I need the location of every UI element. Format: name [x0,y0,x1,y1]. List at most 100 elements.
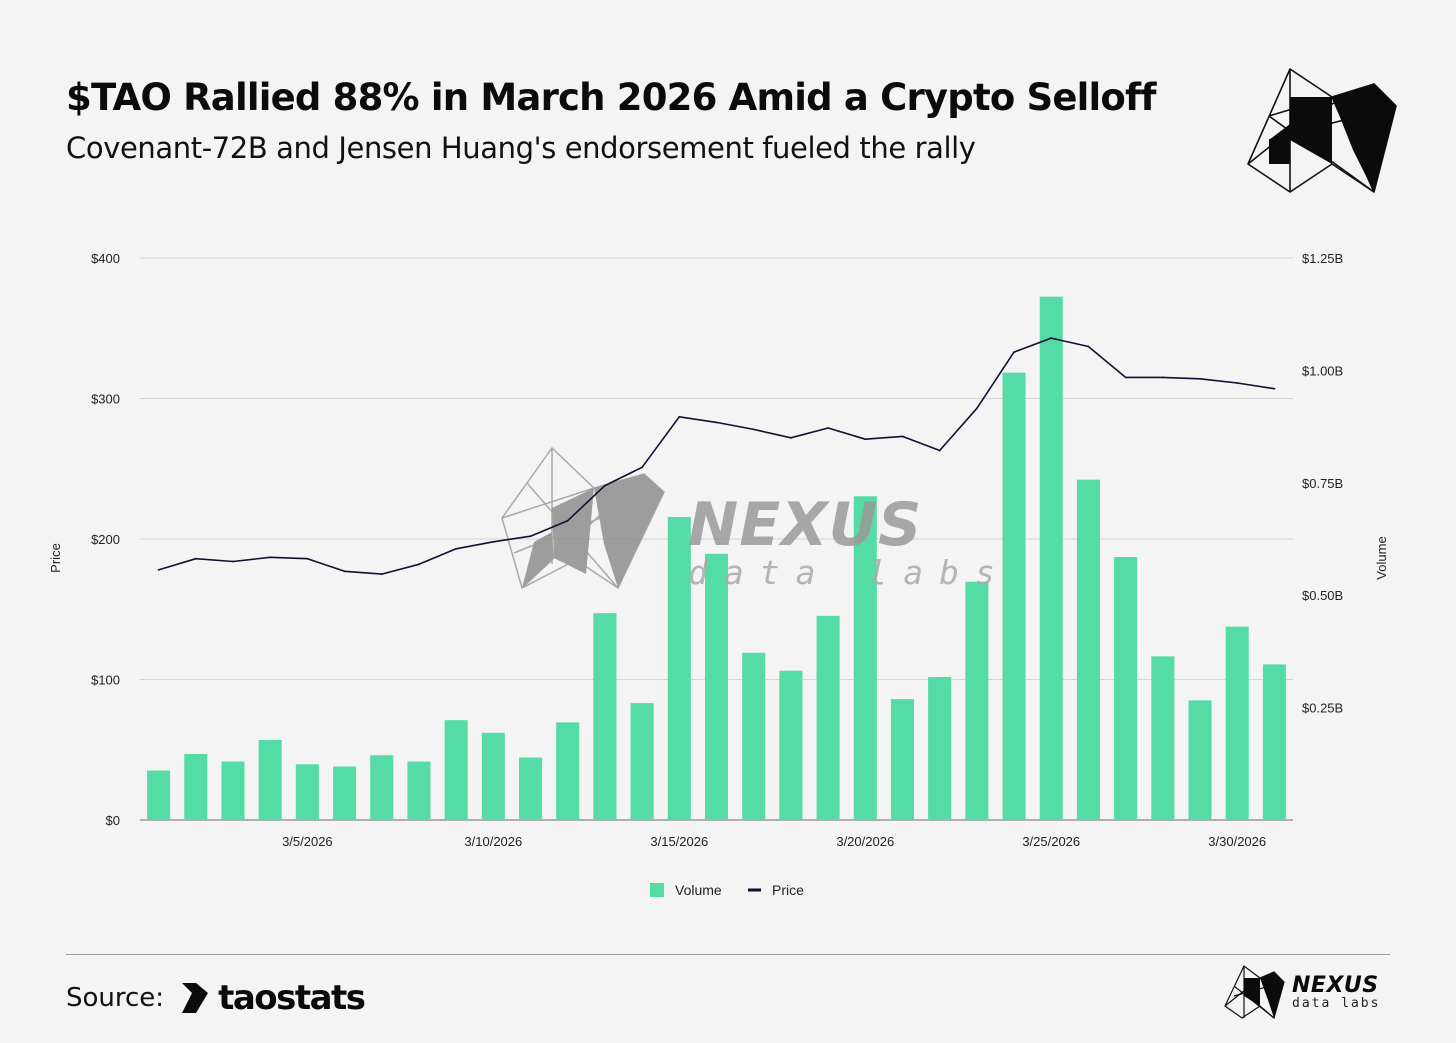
price-point [1013,351,1015,354]
volume-bar [593,613,617,820]
volume-bar [1002,372,1026,820]
price-point [1161,376,1164,379]
y-left-tick-label: $200 [91,532,120,547]
nexus-small-logo-icon [1224,965,1285,1020]
volume-bar [1039,296,1063,820]
volume-bar [1151,656,1175,820]
y-left-axis-label: Price [48,543,63,573]
footer-brand-name: NEXUS [1292,972,1379,998]
nexus-logo-icon [1247,68,1397,193]
price-point [1273,387,1276,390]
x-tick-label: 3/30/2026 [1208,834,1266,849]
price-point [418,563,420,566]
price-point [566,519,569,522]
price-point [529,535,532,538]
legend-volume-label: Volume [675,882,722,898]
y-left-tick-label: $300 [91,392,120,407]
x-tick-label: 3/10/2026 [464,834,522,849]
volume-bar [816,615,840,820]
chart-legend: Volume Price [650,882,804,898]
legend-volume-swatch [650,883,664,897]
volume-bar [928,677,952,820]
price-point [343,570,346,573]
price-point [194,557,197,560]
volume-bar [667,516,691,820]
y-right-tick-label: $1.25B [1302,251,1343,266]
price-point [975,407,978,410]
price-point [864,438,867,441]
volume-bar [1114,556,1138,820]
price-point [269,556,272,559]
price-point [232,560,234,563]
price-point [306,557,309,560]
y-right-tick-label: $0.25B [1302,701,1343,716]
x-tick-label: 3/15/2026 [650,834,708,849]
legend-price-label: Price [772,882,804,898]
volume-bar [704,553,729,820]
volume-bar [890,699,914,820]
y-right-tick-label: $0.50B [1302,588,1343,603]
price-point [752,428,755,431]
x-tick-label: 3/20/2026 [836,834,894,849]
volume-bar [742,652,766,820]
footer-brand: NEXUS data labs [1222,964,1380,1020]
price-point [1199,377,1201,380]
price-point [827,427,829,429]
volume-bar [184,753,208,820]
watermark-tagline: data labs [688,553,1011,592]
volume-bar [481,732,505,820]
price-point [789,436,792,439]
price-point [938,449,941,452]
price-point [157,569,160,571]
y-left-tick-label: $0 [106,813,120,828]
y-left-tick-label: $400 [91,251,120,266]
source-attribution: Source: taostats [66,978,366,1018]
volume-bar [258,739,282,820]
y-right-tick-label: $0.75B [1302,476,1343,491]
price-point [455,547,458,550]
x-tick-label: 3/25/2026 [1022,834,1080,849]
volume-bar [630,703,654,820]
volume-bar [221,761,245,820]
nexus-watermark: NEXUS data labs [501,446,1011,592]
volume-bar [333,766,357,820]
footer-brand-tagline: data labs [1292,995,1381,1011]
chart-title: $TAO Rallied 88% in March 2026 Amid a Cr… [66,76,1156,119]
source-label: Source: [66,983,165,1013]
volume-bar [1076,479,1100,820]
y-left-tick-label: $100 [91,673,120,688]
footer-divider [66,954,1390,955]
chart-subtitle: Covenant-72B and Jensen Huang's endorsem… [66,131,976,165]
volume-bar [444,720,468,820]
volume-bar [1188,700,1212,820]
source-name: taostats [218,978,366,1018]
volume-bar [965,581,989,820]
price-point [1087,345,1090,348]
price-point [1236,382,1239,384]
volume-bar [556,722,580,820]
volume-price-chart: NEXUS data labs $0 $100 $200 $300 $400 $0.25B… [48,251,1389,898]
volume-bar [147,770,171,820]
volume-bar [407,761,431,820]
price-point [1050,337,1053,339]
price-point [678,415,681,418]
volume-bar [519,757,543,820]
price-point [380,573,383,576]
price-point [492,540,495,543]
volume-bar [1262,664,1286,820]
volume-bar [295,764,319,820]
price-point [1124,376,1127,379]
price-point [604,484,606,487]
y-right-tick-label: $1.00B [1302,363,1343,378]
y-right-axis-label: Volume [1374,536,1389,579]
price-point [901,435,904,438]
price-point [715,421,718,424]
x-tick-label: 3/5/2026 [282,834,333,849]
watermark-name: NEXUS [688,490,922,560]
volume-bar [370,755,394,820]
volume-bar [779,670,803,820]
volume-bar [853,496,877,820]
taostats-logo-icon [182,983,209,1013]
price-point [641,466,644,469]
volume-bar [1225,626,1249,820]
